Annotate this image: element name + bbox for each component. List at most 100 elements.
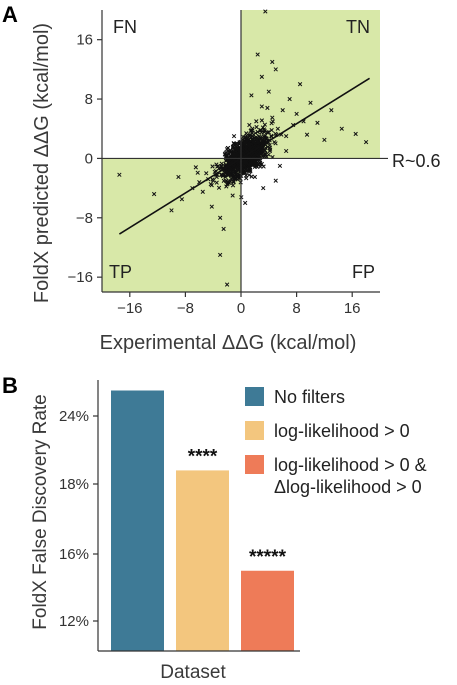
legend-label: No filters [274,387,345,407]
scatter-point [254,119,259,124]
scatter-point [251,132,256,137]
scatter-point-cloud [269,133,274,138]
scatter-point-cloud [262,148,267,153]
scatter-point [224,182,230,187]
scatter-point [235,174,240,180]
bar [241,570,294,651]
fit-line [118,77,370,235]
scatter-point-cloud [262,128,267,133]
scatter-x-ticks: −16 −8 0 8 16 [117,292,361,317]
bar-y-tick-label: 24% [59,408,89,425]
scatter-point [265,130,270,135]
significance-stars: **** [188,446,218,467]
scatter-point [297,82,303,87]
scatter-point [322,137,327,143]
scatter-point-cloud [224,168,229,174]
x-tick-label: 16 [344,300,361,317]
scatter-point [245,137,251,143]
scatter-point [247,122,252,128]
scatter-point [353,131,358,137]
scatter-point-cloud [230,146,236,151]
scatter-point-cloud [246,137,252,143]
bar-y-tick-label: 12% [59,613,89,630]
scatter-point-cloud [250,162,255,167]
scatter-point [265,105,270,111]
scatter-point [230,193,235,198]
legend-label: Δlog-likelihood > 0 [274,477,422,497]
y-tick-label: 8 [85,91,93,108]
scatter-point-cloud [244,131,249,136]
scatter-point [231,163,237,168]
scatter-point-cloud [261,152,266,158]
quadrant-label-fp: FP [352,262,375,282]
x-tick-label: 8 [292,300,300,317]
scatter-point [273,67,278,72]
scatter-point [169,208,174,213]
scatter-point [272,139,277,145]
quadrant-shade-tn [241,10,380,159]
scatter-point-cloud [260,137,266,142]
scatter-point-cloud [215,164,220,169]
scatter-point-cloud [258,128,263,133]
scatter-point-cloud [248,143,253,148]
scatter-point [280,108,285,113]
scatter-point-cloud [269,121,274,126]
scatter-point [304,132,310,137]
scatter-point [294,111,299,117]
bar [111,390,164,651]
scatter-point [273,178,278,183]
scatter-point-cloud [236,164,241,169]
scatter-point [209,204,214,209]
scatter-point [315,120,320,125]
x-tick-label: −16 [117,300,142,317]
scatter-point-cloud [216,185,222,190]
bar-y-tick-label: 16% [59,546,89,563]
scatter-point [233,152,238,157]
legend-swatch [245,387,264,406]
scatter-point [255,52,260,57]
scatter-y-axis-title: FoldX predicted ΔΔG (kcal/mol) [31,23,53,303]
scatter-point [308,100,313,105]
scatter-point-cloud [249,174,254,179]
scatter-point [363,139,369,145]
scatter-point-cloud [223,178,229,183]
scatter-point-cloud [227,180,232,186]
scatter-point-cloud [227,166,233,171]
scatter-point-cloud [266,130,271,135]
scatter-point-cloud [246,163,251,168]
scatter-point [231,134,237,139]
scatter-point-cloud [228,149,234,155]
scatter-point-cloud [231,141,237,147]
scatter-point-cloud [225,172,230,178]
scatter-point-cloud [269,127,274,133]
scatter-point [247,167,252,172]
quadrant-label-fn: FN [113,17,137,37]
scatter-point [236,147,242,152]
scatter-point [224,282,230,287]
scatter-point [242,142,247,148]
scatter-point-cloud [244,176,249,181]
legend-swatch [245,455,264,474]
scatter-point-cloud [247,172,252,178]
scatter-point-cloud [245,168,250,173]
scatter-point-cloud [208,181,213,187]
scatter-point [270,115,275,120]
correlation-annotation: R~0.6 [392,151,441,171]
scatter-point [339,126,344,131]
scatter-point-cloud [230,183,236,188]
scatter-y-ticks: 16 8 0 −8 −16 [68,32,102,286]
scatter-point [249,93,254,98]
bars: ********* [111,390,294,651]
scatter-point-cloud [255,129,260,135]
scatter-point [259,104,265,109]
bar-y-tick-label: 18% [59,476,89,493]
scatter-point [329,108,334,113]
bar-y-axis-title: FoldX False Discovery Rate [30,394,51,629]
scatter-point [261,185,266,191]
scatter-point-cloud [195,170,200,175]
scatter-plot: −16 −8 0 8 16 16 8 0 −8 −16 FN TN TP FP R~0.6 Ex… [31,9,441,354]
scatter-point [256,151,261,157]
scatter-point [151,191,157,197]
scatter-point [277,163,283,168]
